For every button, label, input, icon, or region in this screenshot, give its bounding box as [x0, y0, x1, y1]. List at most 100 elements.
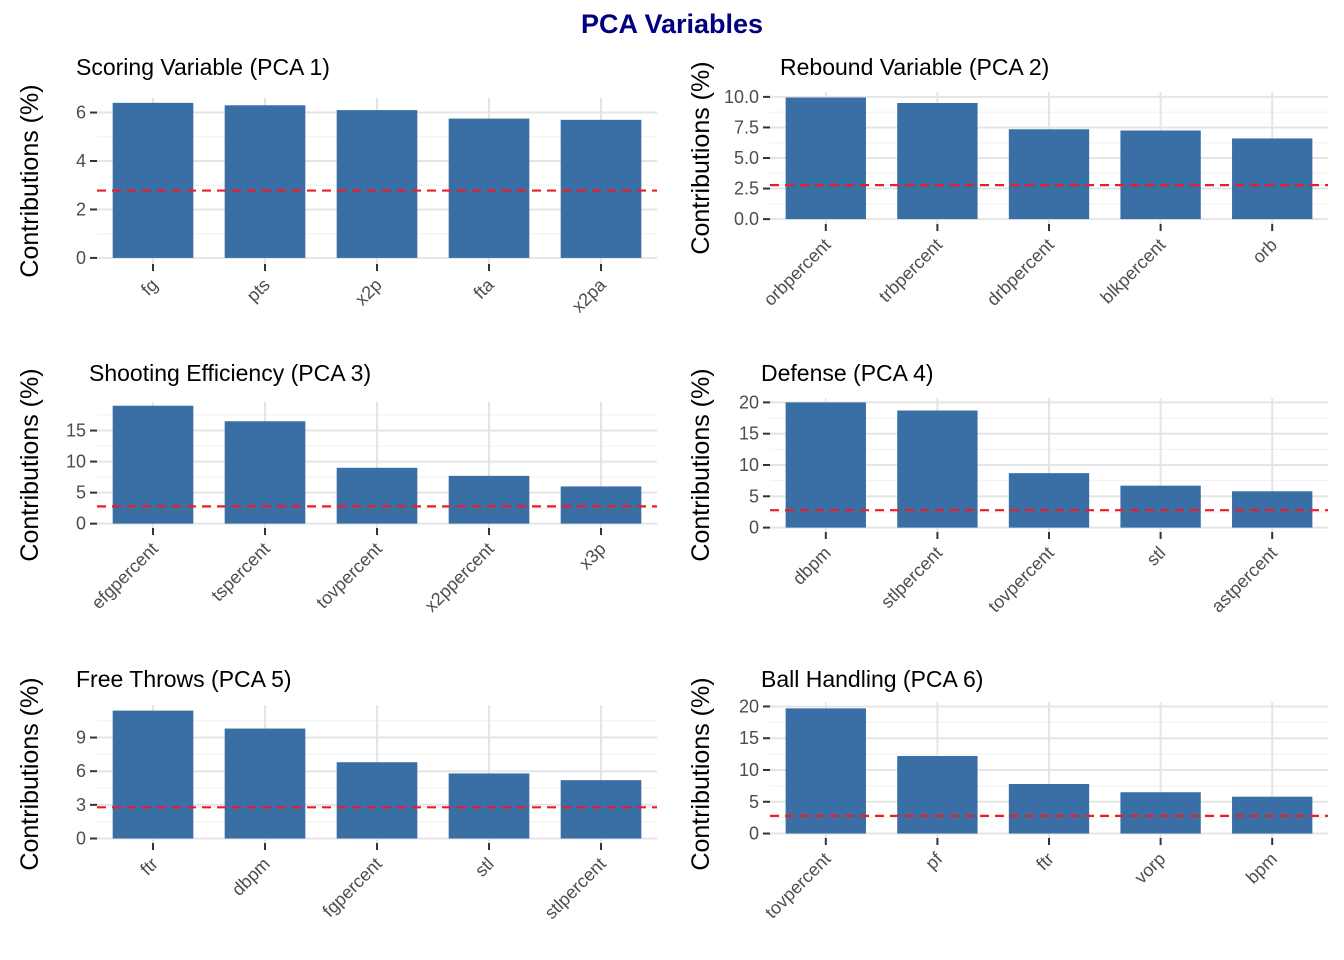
y-tick-label: 6 [76, 761, 86, 781]
figure-title: PCA Variables [581, 9, 763, 39]
chart-panels: 0 2 4 6 fg pts x2p fta x2pa Scoring Variable (PCA… [16, 54, 1328, 923]
x-tick-label: orb [1248, 235, 1281, 268]
bar-tspercent [224, 421, 306, 524]
bar-vorp [1120, 792, 1201, 834]
x-tick-label: stl [471, 854, 498, 881]
x-tick-label: dbpm [228, 854, 274, 900]
y-tick-label: 6 [76, 103, 86, 123]
x-axis: tovpercent pf ftr vorp bpm [761, 838, 1281, 922]
bars [785, 708, 1313, 834]
bar-tovpercent [785, 708, 866, 834]
panel-title: Rebound Variable (PCA 2) [780, 54, 1049, 80]
chart-panel-5: 0 3 6 9 ftr dbpm fgpercent stl stlpercent Free Th… [16, 666, 657, 923]
y-axis: 0.0 2.5 5.0 7.5 10.0 [724, 87, 770, 229]
chart-panel-1: 0 2 4 6 fg pts x2p fta x2pa Scoring Variable (PCA… [16, 54, 657, 316]
y-axis: 0 2 4 6 [76, 103, 97, 268]
y-tick-label: 10 [66, 452, 86, 472]
y-tick-label: 10.0 [724, 87, 759, 107]
x-tick-label: ftr [136, 854, 161, 879]
x-tick-label: pts [243, 275, 274, 306]
bar-fta [448, 118, 530, 258]
y-tick-label: 15 [66, 421, 86, 441]
x-tick-label: dbpm [789, 543, 835, 589]
bars [785, 402, 1313, 528]
bar-ftr [1008, 783, 1090, 834]
panel-title: Ball Handling (PCA 6) [761, 666, 983, 692]
x-tick-label: blkpercent [1097, 235, 1170, 308]
y-tick-label: 10 [739, 760, 759, 780]
y-axis-label: Contributions (%) [687, 61, 715, 254]
y-tick-label: 5.0 [734, 148, 759, 168]
y-axis: 0 5 10 15 [66, 421, 97, 534]
panel-title: Free Throws (PCA 5) [76, 666, 292, 692]
x-tick-label: x2pa [568, 274, 610, 316]
bar-stlpercent [560, 780, 642, 839]
y-tick-label: 0 [76, 248, 86, 268]
y-axis: 0 5 10 15 20 [739, 696, 770, 844]
chart-panel-2: 0.0 2.5 5.0 7.5 10.0 orbpercent trbpercent drbp… [687, 54, 1328, 310]
x-tick-label: ftr [1032, 849, 1057, 874]
bar-fgpercent [336, 762, 418, 839]
x-tick-label: fg [137, 275, 162, 300]
bar-stl [1120, 485, 1201, 528]
x-tick-label: pf [921, 848, 946, 873]
chart-panel-3: 0 5 10 15 efgpercent tspercent tovpercent x2ppe… [16, 360, 657, 616]
x-tick-label: drbpercent [983, 235, 1058, 310]
y-tick-label: 0 [76, 514, 86, 534]
x-axis: fg pts x2p fta x2pa [137, 264, 611, 316]
panel-title: Scoring Variable (PCA 1) [76, 54, 330, 80]
y-axis-label: Contributions (%) [16, 677, 44, 870]
x-axis: efgpercent tspercent tovpercent x2ppercent x… [88, 528, 610, 616]
x-tick-label: x2p [351, 275, 386, 310]
bar-x2ppercent [448, 475, 530, 524]
bar-efgpercent [112, 405, 194, 524]
bar-ftr [112, 710, 194, 839]
bar-x2p [336, 110, 418, 258]
y-tick-label: 7.5 [734, 117, 759, 137]
x-tick-label: stlpercent [540, 854, 609, 923]
panel-title: Shooting Efficiency (PCA 3) [89, 360, 371, 386]
y-tick-label: 3 [76, 795, 86, 815]
x-axis: dbpm stlpercent tovpercent stl astpercent [789, 532, 1281, 616]
bar-stlpercent [897, 410, 978, 528]
bars [785, 97, 1313, 220]
x-tick-label: tspercent [207, 539, 274, 606]
x-tick-label: tovpercent [984, 543, 1058, 617]
y-tick-label: 20 [739, 392, 759, 412]
chart-panel-6: 0 5 10 15 20 tovpercent pf ftr vorp bpm Ball Handl… [687, 666, 1328, 922]
x-tick-label: fgpercent [319, 854, 386, 921]
y-tick-label: 4 [76, 151, 86, 171]
x-axis: ftr dbpm fgpercent stl stlpercent [136, 843, 610, 923]
y-tick-label: 20 [739, 696, 759, 716]
bars [112, 405, 642, 524]
y-tick-label: 5 [749, 792, 759, 812]
x-tick-label: vorp [1131, 849, 1170, 888]
y-axis: 0 5 10 15 20 [739, 392, 770, 538]
x-tick-label: astpercent [1207, 543, 1281, 617]
bar-tovpercent [336, 467, 418, 524]
x-tick-label: stlpercent [877, 543, 946, 612]
y-tick-label: 5 [749, 486, 759, 506]
y-tick-label: 0 [749, 824, 759, 844]
x-tick-label: tovpercent [761, 849, 835, 923]
y-tick-label: 2.5 [734, 179, 759, 199]
bar-dbpm [785, 402, 866, 528]
bar-orb [1232, 138, 1313, 220]
bar-blkpercent [1120, 130, 1201, 220]
bar-trbpercent [897, 103, 978, 220]
x-axis: orbpercent trbpercent drbpercent blkpercent… [760, 224, 1281, 310]
y-tick-label: 10 [739, 455, 759, 475]
bar-tovpercent [1008, 473, 1090, 528]
y-tick-label: 0.0 [734, 209, 759, 229]
y-axis-label: Contributions (%) [16, 368, 44, 561]
y-axis-label: Contributions (%) [16, 84, 44, 277]
bar-pts [224, 105, 306, 258]
x-tick-label: fta [470, 274, 499, 303]
y-tick-label: 2 [76, 199, 86, 219]
y-tick-label: 0 [76, 829, 86, 849]
bar-pf [897, 756, 978, 834]
x-tick-label: x3p [575, 539, 610, 574]
y-tick-label: 5 [76, 483, 86, 503]
y-tick-label: 0 [749, 518, 759, 538]
